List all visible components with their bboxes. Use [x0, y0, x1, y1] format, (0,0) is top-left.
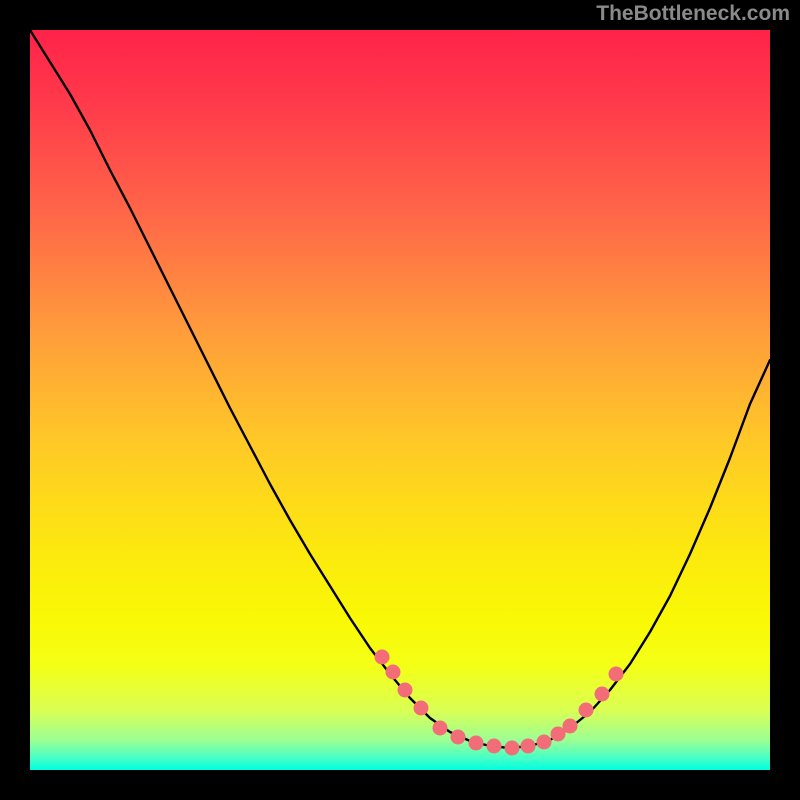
data-marker — [414, 701, 429, 716]
data-marker — [537, 735, 552, 750]
data-marker — [595, 687, 610, 702]
plot-area — [30, 30, 770, 770]
data-marker — [609, 667, 624, 682]
data-marker — [433, 721, 448, 736]
chart-svg — [30, 30, 770, 770]
data-marker — [469, 736, 484, 751]
data-marker — [521, 739, 536, 754]
data-marker — [487, 739, 502, 754]
gradient-background — [30, 30, 770, 770]
data-marker — [579, 703, 594, 718]
data-marker — [386, 665, 401, 680]
data-marker — [563, 719, 578, 734]
data-marker — [451, 730, 466, 745]
data-marker — [375, 650, 390, 665]
data-marker — [505, 741, 520, 756]
watermark-text: TheBottleneck.com — [596, 2, 790, 26]
data-marker — [398, 683, 413, 698]
